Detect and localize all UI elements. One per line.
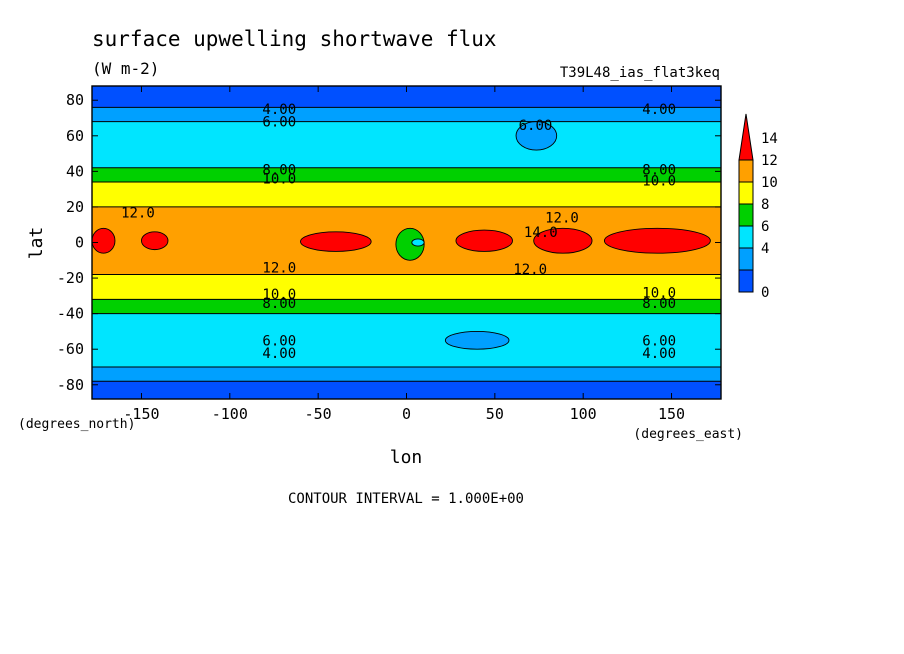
extremum-region <box>300 231 372 252</box>
contour-label: 6.00 <box>262 115 296 131</box>
band-cell <box>92 366 721 382</box>
colorbar: 0 4 6 8 10 12 14 <box>738 113 778 301</box>
x-axis: -150 -100 -50 0 50 100 150 <box>123 86 685 423</box>
y-tick-label: -40 <box>57 305 84 323</box>
contour-label: 10.0 <box>262 287 296 303</box>
contour-label: 6.00 <box>642 333 676 349</box>
band-cell <box>92 86 721 108</box>
y-axis-label: lat <box>26 227 47 260</box>
contour-label: 4.00 <box>262 102 296 118</box>
contour-label: 12.0 <box>262 260 296 276</box>
band-cell <box>92 381 721 399</box>
colorbar-label: 0 <box>761 285 769 301</box>
extremum-region <box>395 227 425 261</box>
colorbar-label: 12 <box>761 153 778 169</box>
contour-label: 12.0 <box>121 205 155 221</box>
x-units: (degrees_east) <box>633 427 743 442</box>
x-tick-label: -100 <box>212 405 248 423</box>
x-tick-label: -150 <box>123 405 159 423</box>
x-tick-label: 150 <box>658 405 685 423</box>
y-tick-label: 60 <box>66 127 84 145</box>
contour-label: 12.0 <box>513 262 547 278</box>
colorbar-segment <box>738 159 754 183</box>
run-label: T39L48_ias_flat3keq <box>560 65 720 81</box>
y-tick-label: 0 <box>75 234 84 252</box>
extremum-region <box>455 229 513 252</box>
contour-label: 4.00 <box>262 346 296 362</box>
y-tick-label: -60 <box>57 340 84 358</box>
colorbar-label: 6 <box>761 219 769 235</box>
band-cell <box>92 299 721 314</box>
extremum-region <box>92 227 116 254</box>
extremum-region <box>533 227 593 254</box>
y-axis: 80 60 40 20 0 -20 -40 -60 -80 <box>57 91 721 394</box>
contour-label: 6.00 <box>519 118 553 134</box>
contour-label: 4.00 <box>642 102 676 118</box>
colorbar-label: 4 <box>761 241 769 257</box>
x-axis-label: lon <box>390 447 423 468</box>
extremum-region <box>603 227 711 254</box>
x-tick-label: 50 <box>486 405 504 423</box>
maxima-regions <box>92 121 711 350</box>
extremum-region <box>411 238 425 247</box>
units-label: (W m-2) <box>92 59 159 78</box>
colorbar-segment <box>738 225 754 249</box>
chart-title: surface upwelling shortwave flux <box>92 27 497 51</box>
extremum-region <box>444 330 510 350</box>
colorbar-label: 8 <box>761 197 769 213</box>
band-cell <box>92 107 721 122</box>
x-tick-label: -50 <box>305 405 332 423</box>
band-cell <box>92 313 721 367</box>
extremum-region <box>141 231 169 251</box>
contour-label: 10.0 <box>642 173 676 189</box>
contour-label: 8.00 <box>262 296 296 312</box>
colorbar-segment <box>738 269 754 293</box>
contour-label: 10.0 <box>262 171 296 187</box>
contour-label: 14.0 <box>524 225 558 241</box>
contour-label: 8.00 <box>642 296 676 312</box>
band-cell <box>92 182 721 207</box>
contour-label: 12.0 <box>545 211 579 227</box>
contour-interval-note: CONTOUR INTERVAL = 1.000E+00 <box>288 491 524 507</box>
contour-label: 4.00 <box>642 346 676 362</box>
contour-label: 10.0 <box>642 285 676 301</box>
y-tick-label: 40 <box>66 162 84 180</box>
y-tick-label: -80 <box>57 376 84 394</box>
x-tick-label: 0 <box>402 405 411 423</box>
contour-lines <box>92 106 721 382</box>
y-tick-label: 20 <box>66 198 84 216</box>
colorbar-triangle <box>738 113 754 161</box>
colorbar-segment <box>738 181 754 205</box>
x-tick-label: 100 <box>570 405 597 423</box>
colorbar-segment <box>738 203 754 227</box>
contour-label: 8.00 <box>642 163 676 179</box>
y-units: (degrees_north) <box>18 417 135 432</box>
band-cell <box>92 274 721 300</box>
y-tick-label: -20 <box>57 269 84 287</box>
colorbar-segment <box>738 247 754 271</box>
contour-label: 6.00 <box>262 333 296 349</box>
y-tick-label: 80 <box>66 91 84 109</box>
band-cell <box>92 121 721 168</box>
colorbar-label: 14 <box>761 131 778 147</box>
colorbar-label: 10 <box>761 175 778 191</box>
contour-label: 8.00 <box>262 163 296 179</box>
band-cell <box>92 167 721 183</box>
